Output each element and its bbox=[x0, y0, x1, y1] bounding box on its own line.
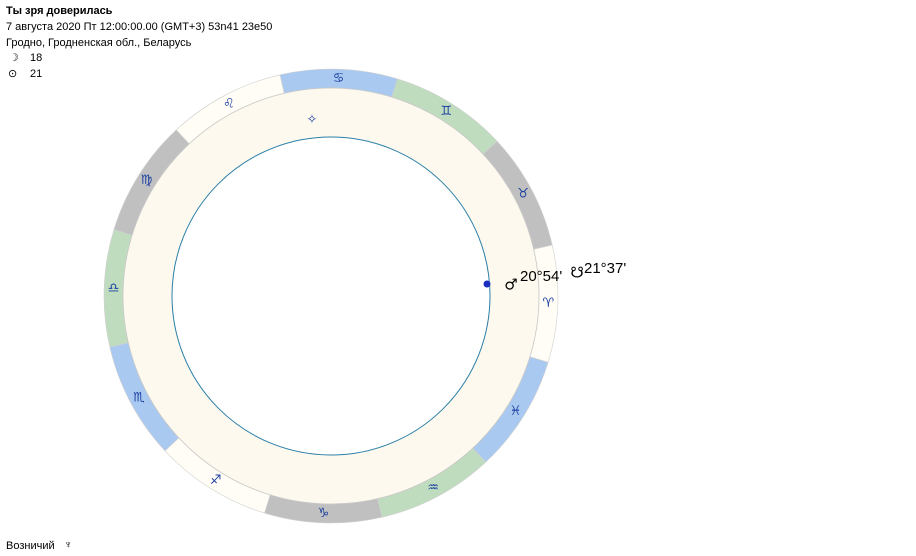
sign-glyph: ♊ bbox=[440, 104, 452, 119]
sun-value: 21 bbox=[30, 68, 42, 80]
sign-glyph: ♎ bbox=[108, 281, 120, 296]
planet-symbol: ☋ bbox=[570, 264, 583, 282]
inner-circle bbox=[171, 136, 491, 456]
sign-glyph: ♌ bbox=[223, 96, 235, 111]
planet-position: 20°54' bbox=[520, 268, 562, 285]
date-line: 7 августа 2020 Пт 12:00:00.00 (GMT+3) 53… bbox=[6, 21, 272, 33]
location: Гродно, Гродненская обл., Беларусь bbox=[6, 37, 192, 49]
planet-dot bbox=[483, 280, 491, 288]
planet-position: 21°37' bbox=[584, 260, 626, 277]
footer-label: Возничий bbox=[6, 540, 55, 552]
moon-value: 18 bbox=[30, 52, 42, 64]
sign-glyph: ♏ bbox=[133, 391, 145, 406]
footer-symbol: ♆ bbox=[64, 539, 72, 551]
sign-glyph: ♍ bbox=[141, 173, 153, 188]
marker: ✧ bbox=[307, 113, 318, 128]
sign-glyph: ♋ bbox=[333, 71, 345, 86]
sun-symbol: ⊙ bbox=[8, 68, 17, 80]
sign-glyph: ♈ bbox=[543, 296, 555, 311]
planet-symbol: ♂ bbox=[504, 276, 517, 294]
sign-glyph: ♉ bbox=[517, 186, 529, 201]
sign-glyph: ♓ bbox=[510, 404, 522, 419]
sign-glyph: ♐ bbox=[210, 473, 222, 488]
wheel: ♈ ♉ ♊ ♋ ♌ ♍ ♎ ♏ ♐ ♑ ♒ ♓ bbox=[103, 68, 559, 524]
sign-glyph: ♑ bbox=[318, 506, 330, 521]
title: Ты зря доверилась bbox=[6, 5, 113, 17]
moon-symbol: ☽ bbox=[9, 52, 19, 64]
sign-glyph: ♒ bbox=[427, 481, 439, 496]
